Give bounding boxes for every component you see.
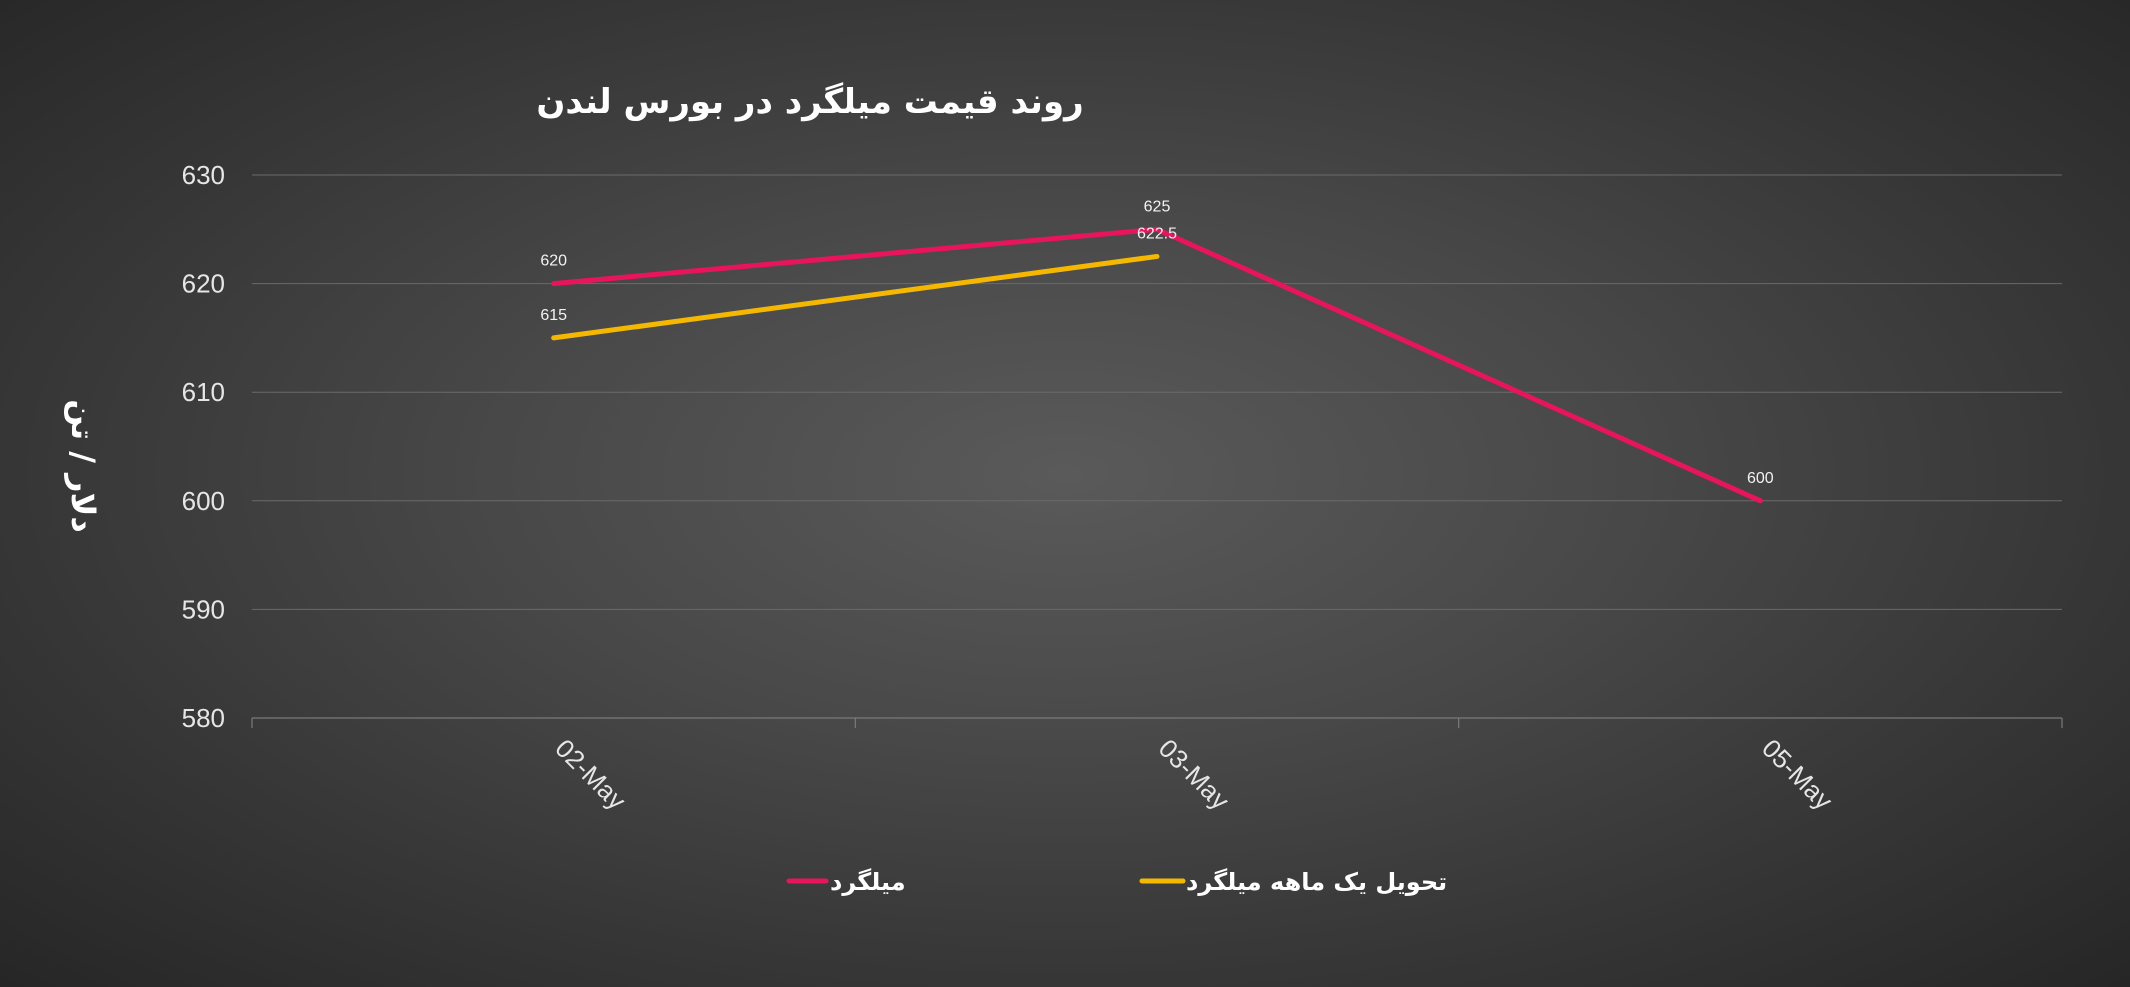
data-label: 622.5: [1137, 225, 1177, 242]
legend: میلگرد تحویل یک ماهه میلگرد: [786, 868, 1447, 896]
x-tick-label: 03-May: [1153, 733, 1236, 816]
data-label: 600: [1747, 470, 1774, 487]
chart-title: روند قیمت میلگرد در بورس لندن: [536, 82, 1083, 122]
legend-label: میلگرد: [830, 868, 906, 896]
x-tick-label: 02-May: [549, 733, 632, 816]
x-axis: [251, 717, 2063, 728]
data-label: 620: [540, 253, 567, 270]
x-axis-ticks: 02-May 03-May 05-May: [549, 733, 1838, 816]
series-line-1: [551, 253, 1160, 341]
series-lines: [551, 226, 1763, 504]
data-labels: 620 625 600 615 622.5: [540, 198, 1774, 487]
y-tick-label: 600: [182, 486, 225, 516]
y-tick-label: 620: [182, 269, 225, 299]
data-label: 615: [540, 307, 567, 324]
y-axis-ticks: 580 590 600 610 620 630: [182, 160, 225, 733]
x-tick-label: 05-May: [1756, 733, 1839, 816]
legend-label: تحویل یک ماهه میلگرد: [1186, 868, 1447, 896]
y-tick-label: 610: [182, 377, 225, 407]
y-tick-label: 590: [182, 594, 225, 624]
y-tick-label: 630: [182, 160, 225, 190]
y-tick-label: 580: [182, 703, 225, 733]
data-label: 625: [1144, 198, 1171, 215]
series-line-0: [551, 226, 1763, 504]
y-axis-label: دلار / تن: [64, 399, 102, 532]
